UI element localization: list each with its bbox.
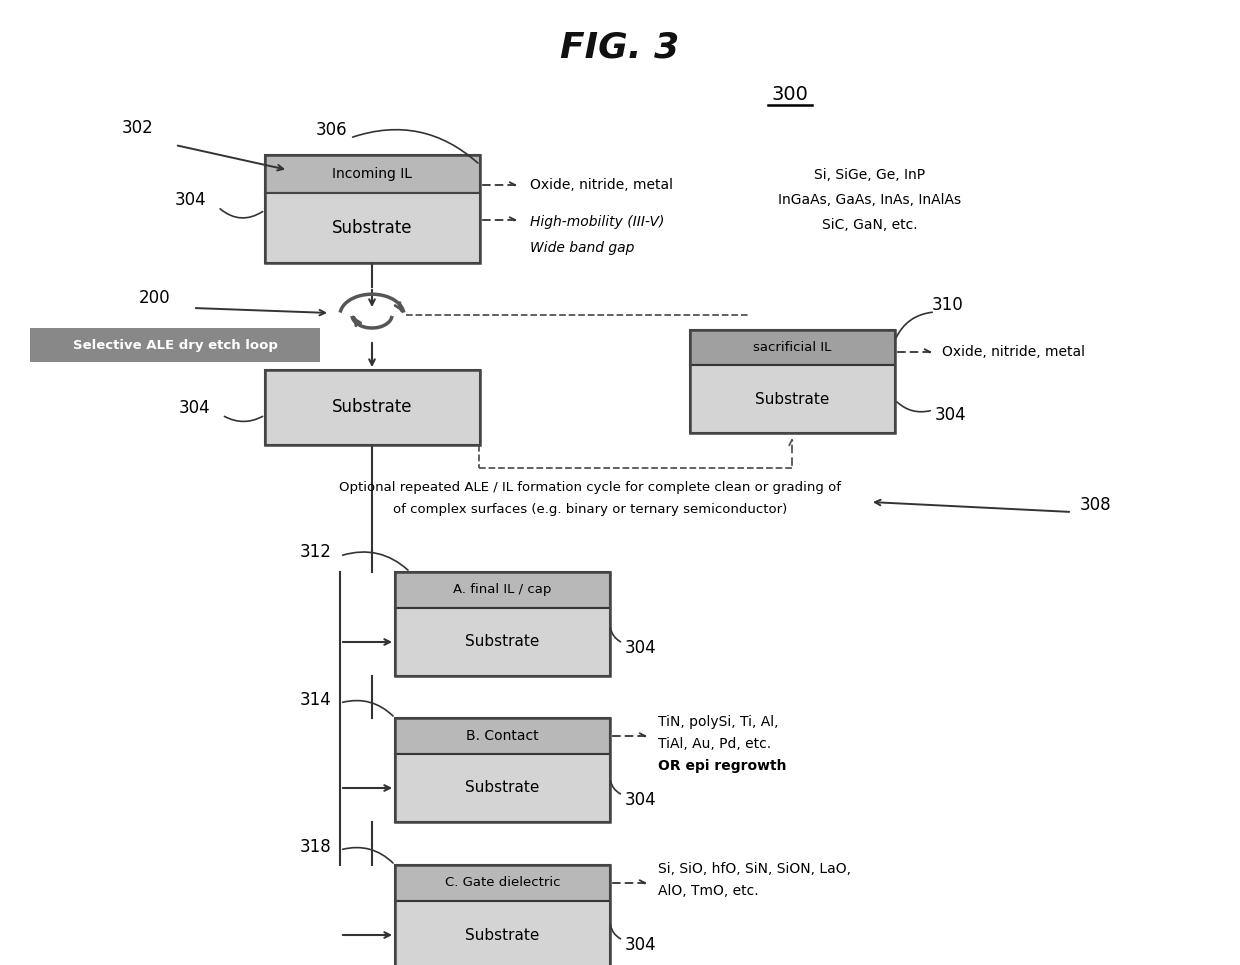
Text: TiN, polySi, Ti, Al,: TiN, polySi, Ti, Al,: [658, 715, 779, 729]
Bar: [396, 754, 610, 822]
Text: Wide band gap: Wide band gap: [529, 241, 635, 255]
Text: Substrate: Substrate: [465, 635, 539, 649]
Bar: [396, 718, 610, 754]
Bar: [396, 572, 610, 676]
Text: Substrate: Substrate: [465, 927, 539, 943]
Bar: [689, 330, 895, 365]
Text: SiC, GaN, etc.: SiC, GaN, etc.: [822, 218, 918, 232]
Text: 302: 302: [122, 119, 154, 137]
Text: AlO, TmO, etc.: AlO, TmO, etc.: [658, 884, 759, 898]
Text: 304: 304: [174, 191, 206, 209]
Text: Oxide, nitride, metal: Oxide, nitride, metal: [529, 178, 673, 192]
Text: B. Contact: B. Contact: [466, 729, 539, 743]
Text: 304: 304: [625, 936, 657, 954]
Bar: [265, 370, 480, 445]
Text: 304: 304: [180, 399, 211, 417]
Text: FIG. 3: FIG. 3: [560, 31, 680, 65]
Text: 304: 304: [935, 406, 967, 424]
Text: Substrate: Substrate: [465, 781, 539, 795]
Bar: [396, 901, 610, 965]
Text: 300: 300: [771, 86, 808, 104]
Text: Substrate: Substrate: [755, 392, 830, 406]
Text: Oxide, nitride, metal: Oxide, nitride, metal: [942, 345, 1085, 359]
Text: Si, SiO, hfO, SiN, SiON, LaO,: Si, SiO, hfO, SiN, SiON, LaO,: [658, 862, 851, 876]
Text: 304: 304: [625, 639, 657, 657]
Text: Selective ALE dry etch loop: Selective ALE dry etch loop: [73, 339, 278, 351]
Bar: [396, 572, 610, 608]
Text: Substrate: Substrate: [332, 399, 413, 417]
Text: of complex surfaces (e.g. binary or ternary semiconductor): of complex surfaces (e.g. binary or tern…: [393, 504, 787, 516]
Text: Optional repeated ALE / IL formation cycle for complete clean or grading of: Optional repeated ALE / IL formation cyc…: [339, 482, 841, 494]
Bar: [689, 365, 895, 433]
Text: 200: 200: [139, 289, 171, 307]
Bar: [396, 865, 610, 965]
Text: Si, SiGe, Ge, InP: Si, SiGe, Ge, InP: [815, 168, 925, 182]
Bar: [689, 330, 895, 433]
Text: 310: 310: [932, 296, 963, 314]
Bar: [396, 865, 610, 901]
Text: sacrificial IL: sacrificial IL: [754, 341, 832, 354]
Bar: [265, 155, 480, 193]
Bar: [396, 718, 610, 822]
Bar: [265, 155, 480, 263]
Text: 312: 312: [300, 543, 332, 561]
Text: 306: 306: [316, 121, 347, 139]
Text: Incoming IL: Incoming IL: [332, 167, 413, 181]
Text: 318: 318: [300, 838, 332, 856]
Text: High-mobility (III-V): High-mobility (III-V): [529, 215, 665, 229]
Text: 308: 308: [1080, 496, 1111, 514]
Text: 304: 304: [625, 791, 657, 809]
Text: Substrate: Substrate: [332, 219, 413, 237]
Text: 314: 314: [300, 691, 332, 709]
Text: OR epi regrowth: OR epi regrowth: [658, 759, 786, 773]
Text: C. Gate dielectric: C. Gate dielectric: [445, 876, 560, 890]
Bar: [396, 608, 610, 676]
Bar: [30, 328, 320, 362]
Text: InGaAs, GaAs, InAs, InAlAs: InGaAs, GaAs, InAs, InAlAs: [779, 193, 961, 207]
Bar: [265, 193, 480, 263]
Text: TiAl, Au, Pd, etc.: TiAl, Au, Pd, etc.: [658, 737, 771, 751]
Bar: [265, 370, 480, 445]
Text: A. final IL / cap: A. final IL / cap: [454, 584, 552, 596]
